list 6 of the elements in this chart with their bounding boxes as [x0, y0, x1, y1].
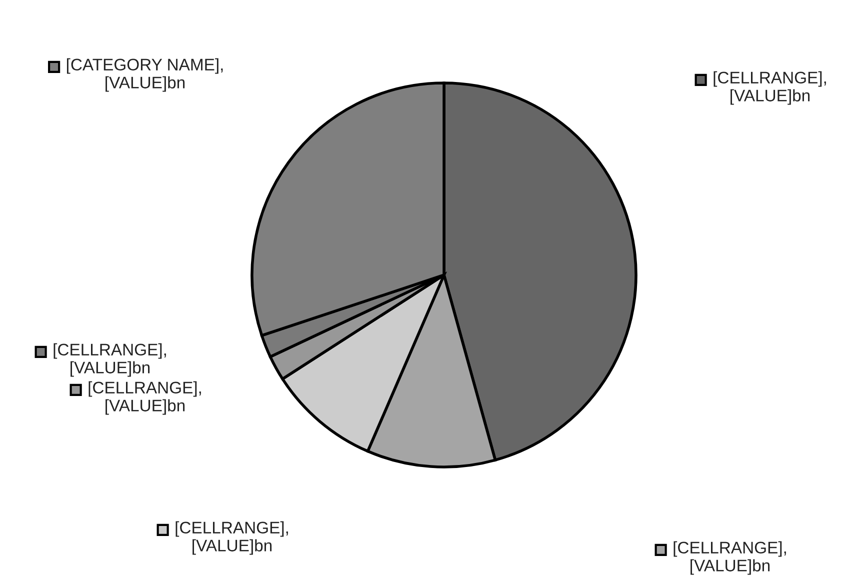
legend-label: [CELLRANGE], [VALUE]bn — [88, 381, 201, 415]
legend-label: [CATEGORY NAME], [VALUE]bn — [66, 58, 223, 92]
legend-label: [CELLRANGE], [VALUE]bn — [674, 541, 786, 575]
legend-label: [CELLRANGE], [VALUE]bn — [714, 71, 826, 105]
legend-label: [CELLRANGE], [VALUE]bn — [54, 343, 166, 377]
legend-label: [CELLRANGE], [VALUE]bn — [176, 521, 288, 555]
